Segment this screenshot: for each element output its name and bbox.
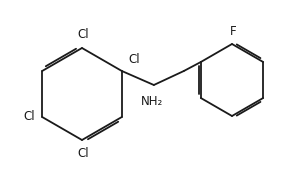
- Text: F: F: [230, 25, 236, 38]
- Text: Cl: Cl: [24, 109, 35, 122]
- Text: NH₂: NH₂: [141, 95, 163, 108]
- Text: Cl: Cl: [77, 28, 89, 41]
- Text: Cl: Cl: [77, 147, 89, 160]
- Text: Cl: Cl: [129, 53, 140, 66]
